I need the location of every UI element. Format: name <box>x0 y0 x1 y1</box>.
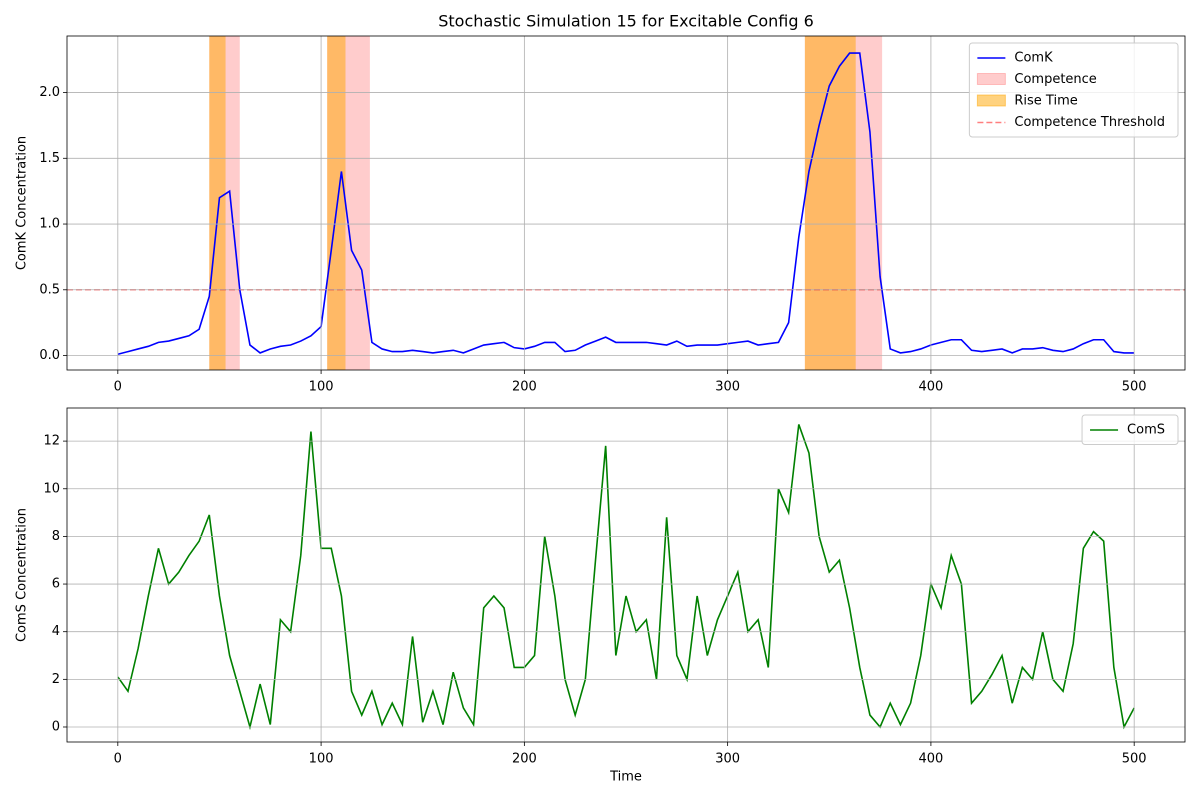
x-tick-label: 400 <box>918 380 943 395</box>
x-tick-label: 300 <box>715 380 740 395</box>
legend-label: ComK <box>1014 51 1053 66</box>
x-tick-label: 200 <box>512 380 537 395</box>
legend-label: Competence Threshold <box>1014 115 1165 130</box>
y-tick-label: 0.0 <box>39 348 60 363</box>
x-tick-label: 100 <box>309 752 334 767</box>
span <box>804 36 856 370</box>
y-tick-label: 2 <box>52 672 60 687</box>
legend: ComK Competence Rise Time Competence Thresh… <box>968 42 1179 138</box>
legend-frame <box>968 42 1179 138</box>
legend: ComS <box>1081 414 1179 445</box>
legend-label: Competence <box>1014 72 1096 87</box>
y-tick-label: 10 <box>43 481 60 496</box>
legend-label: Rise Time <box>1014 94 1077 109</box>
x-tick-label: 0 <box>114 380 122 395</box>
axes-frame <box>66 407 1186 743</box>
axes-frame <box>66 35 1186 371</box>
y-tick-label: 12 <box>43 434 60 449</box>
y-tick-label: 8 <box>52 529 60 544</box>
x-axis-label: Time <box>609 770 642 785</box>
x-tick-label: 500 <box>1122 380 1147 395</box>
y-tick-label: 0 <box>52 719 60 734</box>
data-line <box>117 52 1135 355</box>
plot-area <box>117 424 1135 731</box>
x-tick-label: 100 <box>309 380 334 395</box>
legend-label: ComS <box>1127 423 1165 438</box>
y-tick-label: 4 <box>52 624 60 639</box>
legend-frame <box>1081 414 1179 445</box>
y-tick-label: 2.0 <box>39 85 60 100</box>
y-axis-label: ComS Concentration <box>15 508 30 642</box>
y-axis-label: ComK Concentration <box>15 136 30 270</box>
y-tick-label: 1.5 <box>39 151 60 166</box>
span <box>327 36 346 370</box>
y-tick-label: 6 <box>52 577 60 592</box>
plot-area <box>67 36 1185 370</box>
x-tick-label: 200 <box>512 752 537 767</box>
y-tick-label: 0.5 <box>39 282 60 297</box>
x-tick-label: 500 <box>1122 752 1147 767</box>
data-line <box>117 424 1135 731</box>
x-tick-label: 300 <box>715 752 740 767</box>
legend-swatch <box>976 73 1006 85</box>
legend-swatch <box>976 94 1006 107</box>
chart-title: Stochastic Simulation 15 for Excitable C… <box>438 12 814 31</box>
y-tick-label: 1.0 <box>39 217 60 232</box>
x-tick-label: 400 <box>918 752 943 767</box>
span <box>209 36 226 370</box>
x-tick-label: 0 <box>114 752 122 767</box>
